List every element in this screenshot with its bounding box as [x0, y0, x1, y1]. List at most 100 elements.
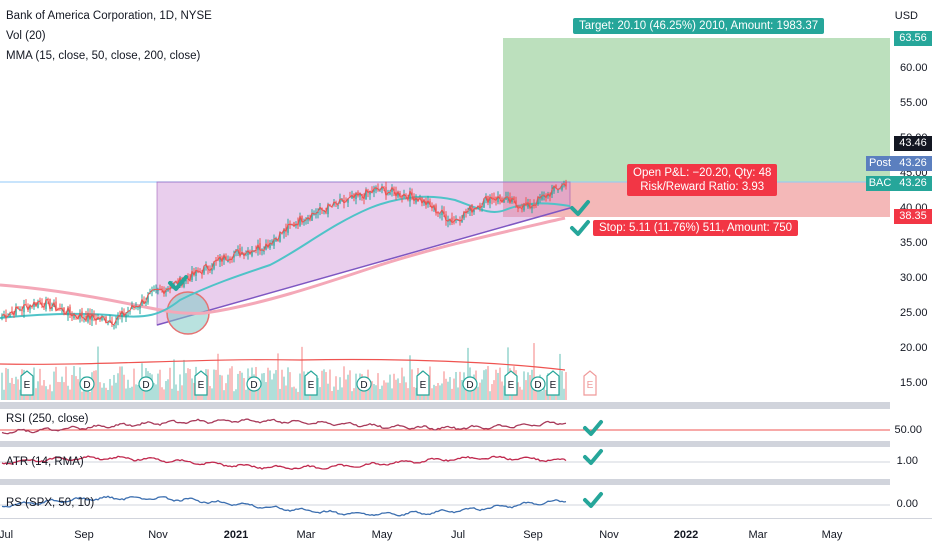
- candle-body: [493, 197, 495, 199]
- volume-bar: [339, 377, 341, 400]
- time-tick-label: Sep: [74, 529, 94, 541]
- candle-body: [531, 206, 533, 209]
- candle-body: [33, 301, 35, 307]
- volume-bar: [319, 387, 321, 400]
- pane-separator[interactable]: [0, 479, 890, 485]
- event-marker-earnings[interactable]: E: [20, 370, 34, 396]
- candle-body: [275, 238, 277, 241]
- volume-bar: [481, 379, 483, 400]
- candle-body: [499, 195, 501, 200]
- volume-bar: [431, 388, 433, 400]
- volume-bar: [381, 385, 383, 400]
- pane-separator[interactable]: [0, 441, 890, 447]
- volume-bar: [525, 380, 527, 400]
- candle-body: [353, 193, 355, 198]
- pnl-callout[interactable]: Open P&L: −20.20, Qty: 48 Risk/Reward Ra…: [627, 164, 778, 196]
- volume-bar: [529, 375, 531, 400]
- event-marker-earnings[interactable]: E: [304, 370, 318, 396]
- volume-bar: [293, 386, 295, 400]
- candle-body: [355, 192, 357, 199]
- candle-body: [403, 194, 405, 197]
- volume-bar: [155, 384, 157, 400]
- candle-body: [381, 186, 383, 190]
- candle-body: [55, 301, 57, 311]
- volume-bar: [67, 385, 69, 400]
- volume-bar: [369, 383, 371, 400]
- open-pnl-text: Open P&L: −20.20, Qty: 48: [633, 167, 772, 179]
- check-icons: [168, 200, 603, 508]
- triangle-support-line[interactable]: [156, 207, 571, 326]
- svg-text:D: D: [534, 380, 541, 391]
- event-marker-earnings[interactable]: E: [504, 370, 518, 396]
- candle-body: [81, 311, 83, 318]
- volume-bar: [395, 379, 397, 400]
- candle-body: [449, 219, 451, 222]
- rsi-line: [1, 418, 567, 435]
- candle-body: [279, 231, 281, 242]
- price-tick-label: 25.00: [900, 307, 928, 319]
- volume-bar: [499, 367, 501, 400]
- candle-body: [445, 214, 447, 221]
- volume-bar: [115, 382, 117, 400]
- volume-bar: [345, 379, 347, 400]
- upcoming-earnings-marker[interactable]: E: [583, 370, 597, 396]
- volume-bar: [433, 384, 435, 400]
- candle-body: [287, 224, 289, 233]
- volume-bar: [45, 386, 47, 400]
- stop-callout[interactable]: Stop: 5.11 (11.76%) 511, Amount: 750: [593, 220, 799, 236]
- volume-bar: [277, 353, 279, 400]
- candle-body: [427, 200, 429, 205]
- event-marker-dividend[interactable]: D: [138, 376, 154, 392]
- volume-bar: [113, 374, 115, 400]
- candle-body: [479, 204, 481, 209]
- time-axis[interactable]: Jul Sep Nov 2021 Mar May Jul Sep Nov 2022 Mar May: [0, 529, 843, 541]
- candle-body: [469, 206, 471, 211]
- candle-body: [195, 270, 197, 276]
- volume-bar: [11, 377, 13, 400]
- candle-body: [565, 182, 567, 187]
- candle-body: [519, 206, 521, 208]
- price-tick-label: 60.00: [900, 62, 928, 74]
- event-marker-dividend[interactable]: D: [246, 376, 262, 392]
- volume-bar: [209, 386, 211, 400]
- volume-bar: [457, 387, 459, 400]
- volume-bar: [221, 375, 223, 400]
- volume-bar: [125, 388, 127, 400]
- volume-bar: [71, 374, 73, 400]
- volume-bar: [81, 391, 83, 400]
- volume-bar: [429, 366, 431, 400]
- pane-separator[interactable]: [0, 402, 890, 409]
- candle-body: [503, 198, 505, 203]
- volume-bar: [123, 374, 125, 400]
- event-marker-dividend[interactable]: D: [356, 376, 372, 392]
- volume-bar: [51, 391, 53, 400]
- candle-body: [313, 213, 315, 216]
- event-marker-earnings[interactable]: E: [546, 370, 560, 396]
- candle-body: [429, 200, 431, 205]
- target-callout[interactable]: Target: 20.10 (46.25%) 2010, Amount: 198…: [573, 18, 825, 34]
- candle-body: [509, 196, 511, 204]
- target-zone[interactable]: [503, 38, 890, 182]
- volume-bar: [211, 388, 213, 400]
- candle-body: [239, 248, 241, 257]
- event-marker-dividend[interactable]: D: [462, 376, 478, 392]
- price-tick-label: 20.00: [900, 342, 928, 354]
- volume-bar: [501, 381, 503, 400]
- volume-bar: [563, 388, 565, 400]
- event-marker-earnings[interactable]: E: [416, 370, 430, 396]
- candle-body: [137, 306, 139, 308]
- event-marker-dividend[interactable]: D: [79, 376, 95, 392]
- volume-bar: [161, 387, 163, 400]
- volume-bar: [465, 385, 467, 400]
- event-marker-dividend[interactable]: D: [530, 376, 546, 392]
- candle-body: [35, 302, 37, 307]
- candle-body: [63, 307, 65, 313]
- volume-bar: [477, 386, 479, 400]
- candle-body: [391, 187, 393, 192]
- candle-body: [289, 223, 291, 225]
- candle-body: [93, 314, 95, 318]
- volume-bar: [517, 382, 519, 400]
- event-marker-earnings[interactable]: E: [194, 370, 208, 396]
- svg-text:E: E: [308, 380, 315, 391]
